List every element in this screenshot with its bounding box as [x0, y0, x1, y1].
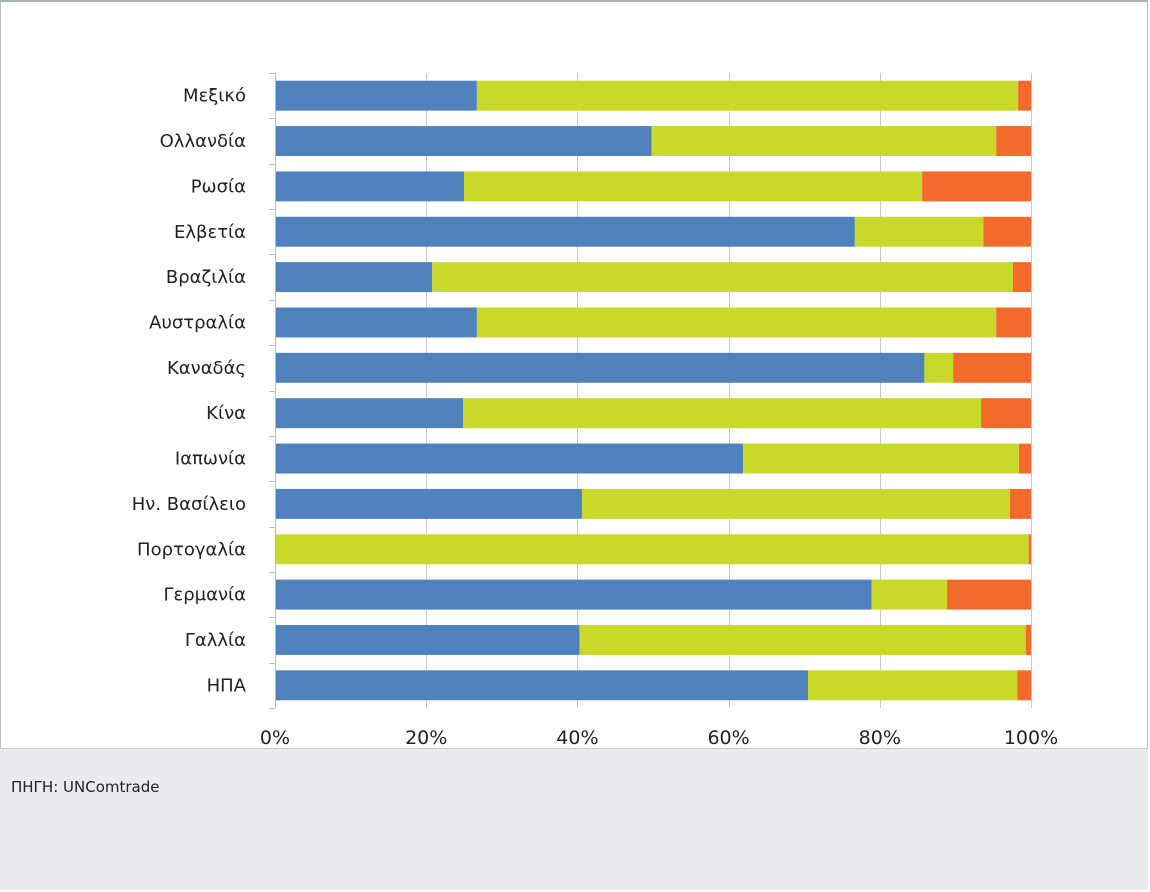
bar-segment	[275, 488, 582, 519]
x-tick-label: 20%	[405, 727, 447, 748]
bar-segment	[275, 579, 872, 610]
bar-segment	[922, 171, 1031, 202]
x-tick-label: 60%	[707, 727, 749, 748]
category-label: Μεξικό	[183, 86, 246, 107]
bar-segment	[432, 262, 1013, 293]
x-tick-label: 80%	[859, 727, 901, 748]
bar-segment	[807, 670, 1018, 701]
bar-segment	[996, 307, 1031, 338]
category-label: Ην. Βασίλειο	[132, 494, 246, 515]
bar-segment	[1028, 534, 1031, 565]
bar-segment	[996, 126, 1031, 157]
bar-segment	[1025, 624, 1031, 655]
bar-segment	[275, 80, 477, 111]
category-label: ΗΠΑ	[207, 675, 247, 696]
bar-segment	[464, 171, 923, 202]
bar-segment	[581, 488, 1010, 519]
category-label: Γερμανία	[163, 585, 246, 606]
x-tick-label: 100%	[1004, 727, 1058, 748]
category-label: Ρωσία	[191, 176, 246, 197]
category-label: Βραζιλία	[166, 267, 246, 288]
x-tick-label: 40%	[556, 727, 598, 748]
category-label: Καναδάς	[167, 358, 246, 379]
bar-segment	[981, 398, 1031, 429]
bar-segment	[275, 352, 925, 383]
bar-segment	[463, 398, 982, 429]
bar-segment	[983, 216, 1031, 247]
category-label: Αυστραλία	[149, 312, 246, 333]
bar-segment	[275, 398, 464, 429]
bar-segment	[476, 307, 997, 338]
bar-segment	[275, 126, 652, 157]
category-label: Γαλλία	[185, 630, 246, 651]
bar-segment	[854, 216, 984, 247]
x-tick-label: 0%	[260, 727, 290, 748]
bar-segment	[1017, 670, 1031, 701]
footer: ΠΗΓΗ: UNComtrade	[0, 748, 1148, 890]
category-label: Πορτογαλία	[137, 539, 246, 560]
bar-segment	[1018, 443, 1031, 474]
bar-segment	[275, 624, 580, 655]
chart-area: Μεξικό Ολλανδία Ρωσία Ελβετία Βραζιλία Αυστρα…	[132, 73, 1058, 748]
bar-segment	[275, 262, 433, 293]
category-label: Ελβετία	[174, 222, 246, 243]
source-note: ΠΗΓΗ: UNComtrade	[11, 778, 160, 796]
bar-segment	[579, 624, 1026, 655]
bar-segment	[871, 579, 948, 610]
bar-segment	[476, 80, 1019, 111]
bar-segment	[1009, 488, 1031, 519]
bar-segment	[275, 534, 1029, 565]
bar-segment	[275, 216, 855, 247]
bar-segment	[924, 352, 954, 383]
bar-segment	[651, 126, 997, 157]
stacked-bar-chart: Μεξικό Ολλανδία Ρωσία Ελβετία Βραζιλία Αυστρα…	[132, 73, 1058, 748]
bar-segment	[275, 307, 477, 338]
category-label: Ιαπωνία	[175, 449, 246, 470]
bar-segment	[275, 171, 464, 202]
category-label: Ολλανδία	[160, 131, 246, 152]
bar-segment	[1012, 262, 1031, 293]
bar-segment	[953, 352, 1031, 383]
bar-segment	[742, 443, 1019, 474]
category-label: Κίνα	[206, 403, 246, 424]
bar-segment	[1018, 80, 1031, 111]
bar-segment	[275, 443, 743, 474]
bar-segment	[275, 670, 808, 701]
bar-segment	[947, 579, 1031, 610]
